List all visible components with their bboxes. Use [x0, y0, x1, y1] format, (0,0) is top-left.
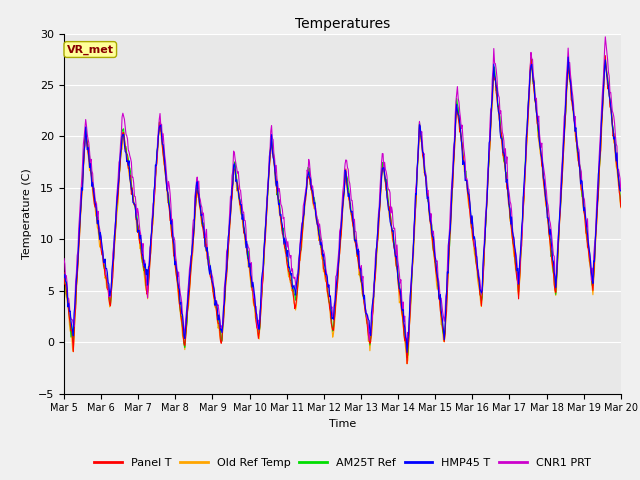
Y-axis label: Temperature (C): Temperature (C): [22, 168, 33, 259]
CNR1 PRT: [127, 159, 135, 165]
CNR1 PRT: [214, 303, 221, 309]
AM25T Ref: [214, 312, 221, 318]
AM25T Ref: [127, 181, 135, 187]
Old Ref Temp: [411, 225, 419, 231]
Panel T: [428, 223, 435, 228]
CNR1 PRT: [184, 288, 192, 293]
Line: AM25T Ref: AM25T Ref: [64, 59, 621, 358]
Old Ref Temp: [403, 361, 411, 367]
CNR1 PRT: [602, 34, 609, 40]
Line: Panel T: Panel T: [64, 56, 621, 364]
AM25T Ref: [60, 274, 68, 280]
Panel T: [411, 218, 419, 224]
HMP45 T: [403, 349, 411, 355]
HMP45 T: [411, 209, 419, 215]
Old Ref Temp: [127, 188, 135, 194]
Panel T: [214, 317, 221, 323]
Old Ref Temp: [617, 205, 625, 211]
HMP45 T: [70, 310, 78, 316]
HMP45 T: [428, 220, 435, 226]
X-axis label: Time: Time: [329, 419, 356, 429]
Line: CNR1 PRT: CNR1 PRT: [64, 37, 621, 348]
AM25T Ref: [411, 215, 419, 220]
Old Ref Temp: [214, 318, 221, 324]
HMP45 T: [564, 54, 572, 60]
AM25T Ref: [184, 300, 192, 305]
HMP45 T: [617, 188, 625, 194]
Panel T: [602, 53, 609, 59]
Legend: Panel T, Old Ref Temp, AM25T Ref, HMP45 T, CNR1 PRT: Panel T, Old Ref Temp, AM25T Ref, HMP45 …: [90, 453, 595, 472]
HMP45 T: [184, 296, 192, 302]
Panel T: [184, 305, 192, 311]
AM25T Ref: [617, 203, 625, 209]
HMP45 T: [127, 187, 135, 192]
Panel T: [70, 330, 78, 336]
Line: Old Ref Temp: Old Ref Temp: [64, 58, 621, 364]
AM25T Ref: [602, 56, 609, 61]
Title: Temperatures: Temperatures: [295, 17, 390, 31]
AM25T Ref: [403, 355, 411, 360]
CNR1 PRT: [617, 188, 625, 194]
AM25T Ref: [70, 325, 78, 331]
Old Ref Temp: [184, 305, 192, 311]
Old Ref Temp: [60, 272, 68, 277]
CNR1 PRT: [411, 215, 419, 220]
HMP45 T: [60, 275, 68, 280]
Line: HMP45 T: HMP45 T: [64, 57, 621, 352]
Old Ref Temp: [70, 335, 78, 341]
Panel T: [127, 192, 135, 197]
Panel T: [403, 361, 411, 367]
HMP45 T: [214, 306, 221, 312]
Old Ref Temp: [428, 230, 435, 236]
Old Ref Temp: [527, 55, 535, 61]
Panel T: [617, 204, 625, 210]
CNR1 PRT: [70, 324, 78, 329]
Panel T: [60, 270, 68, 276]
CNR1 PRT: [60, 256, 68, 262]
CNR1 PRT: [428, 211, 435, 216]
CNR1 PRT: [403, 345, 411, 351]
AM25T Ref: [428, 218, 435, 224]
Text: VR_met: VR_met: [67, 44, 114, 55]
